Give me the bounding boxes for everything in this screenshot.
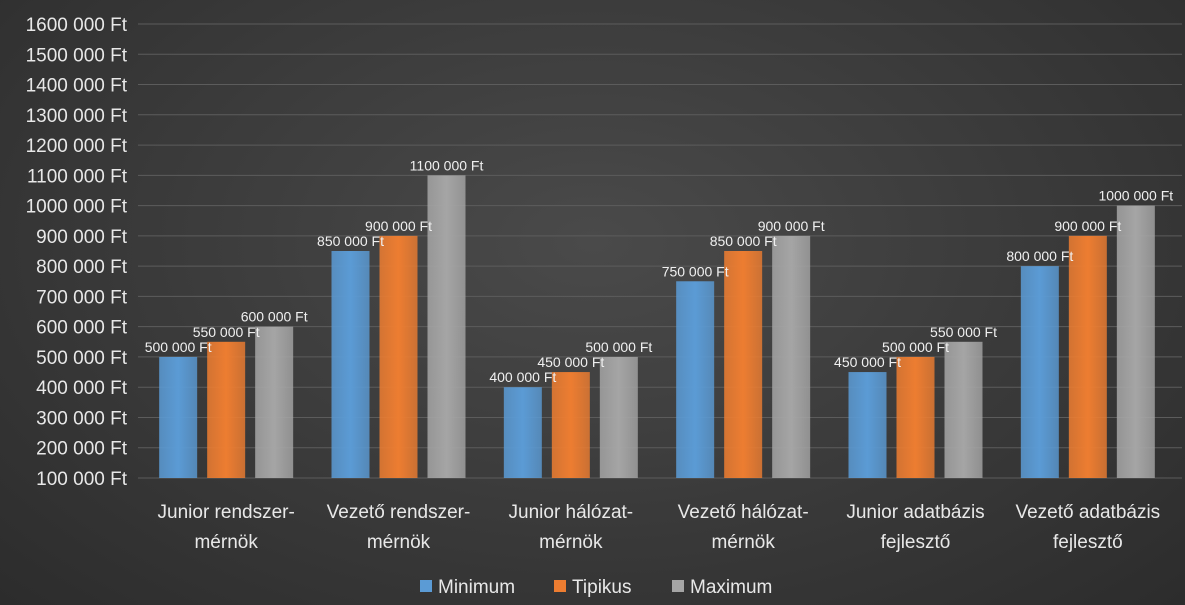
bar-minimum bbox=[1020, 266, 1059, 478]
bar-tipikus bbox=[896, 356, 935, 478]
bar-minimum bbox=[676, 281, 715, 478]
bar-maximum bbox=[599, 356, 638, 478]
data-label: 900 000 Ft bbox=[1054, 218, 1121, 234]
category-label: mérnök bbox=[194, 532, 258, 553]
category-label: Junior rendszer- bbox=[158, 502, 295, 523]
bar-tipikus bbox=[207, 341, 246, 478]
category-label: Vezető rendszer- bbox=[327, 502, 471, 523]
data-label: 750 000 Ft bbox=[662, 263, 729, 279]
y-tick-label: 1300 000 Ft bbox=[26, 106, 128, 127]
data-label: 450 000 Ft bbox=[537, 354, 604, 370]
y-axis-ticks: 100 000 Ft 200 000 Ft 300 000 Ft 400 000 Ft… bbox=[26, 15, 128, 490]
y-tick-label: 1000 000 Ft bbox=[26, 197, 128, 218]
y-tick-label: 900 000 Ft bbox=[36, 227, 128, 248]
category-label: fejlesztő bbox=[881, 532, 951, 553]
legend-swatch-minimum bbox=[420, 580, 432, 592]
data-label: 500 000 Ft bbox=[145, 339, 212, 355]
y-tick-label: 300 000 Ft bbox=[36, 408, 128, 429]
bar-maximum bbox=[772, 235, 811, 478]
legend: Minimum Tipikus Maximum bbox=[420, 577, 772, 598]
data-label: 600 000 Ft bbox=[241, 309, 308, 325]
bar-maximum bbox=[427, 175, 466, 479]
data-label: 800 000 Ft bbox=[1006, 248, 1073, 264]
data-label: 1000 000 Ft bbox=[1098, 188, 1173, 204]
y-tick-label: 200 000 Ft bbox=[36, 439, 128, 460]
y-tick-label: 800 000 Ft bbox=[36, 257, 128, 278]
data-label: 550 000 Ft bbox=[930, 324, 997, 340]
data-label: 850 000 Ft bbox=[710, 233, 777, 249]
bar-tipikus bbox=[551, 372, 590, 478]
y-tick-label: 1100 000 Ft bbox=[27, 166, 128, 187]
category-label: mérnök bbox=[367, 532, 431, 553]
category-label: fejlesztő bbox=[1053, 532, 1123, 553]
bar-minimum bbox=[503, 387, 542, 478]
category-label: Junior hálózat- bbox=[509, 502, 634, 523]
y-tick-label: 1200 000 Ft bbox=[26, 136, 128, 157]
bar-tipikus bbox=[1068, 235, 1107, 478]
y-tick-label: 1500 000 Ft bbox=[26, 45, 128, 66]
bar-tipikus bbox=[724, 251, 763, 478]
y-tick-label: 400 000 Ft bbox=[36, 378, 128, 399]
data-label: 850 000 Ft bbox=[317, 233, 384, 249]
y-tick-label: 600 000 Ft bbox=[36, 318, 128, 339]
data-label: 500 000 Ft bbox=[882, 339, 949, 355]
data-label: 450 000 Ft bbox=[834, 354, 901, 370]
bar-minimum bbox=[331, 251, 370, 478]
gridlines bbox=[138, 23, 1182, 479]
category-label: Vezető hálózat- bbox=[678, 502, 809, 523]
legend-label: Minimum bbox=[438, 577, 515, 598]
data-label: 500 000 Ft bbox=[585, 339, 652, 355]
bar-maximum bbox=[1116, 205, 1155, 478]
category-label: Junior adatbázis bbox=[846, 502, 984, 523]
data-label: 900 000 Ft bbox=[758, 218, 825, 234]
data-label: 900 000 Ft bbox=[365, 218, 432, 234]
data-label: 1100 000 Ft bbox=[410, 157, 484, 173]
y-tick-label: 700 000 Ft bbox=[36, 287, 128, 308]
legend-swatch-maximum bbox=[672, 580, 684, 592]
y-tick-label: 100 000 Ft bbox=[36, 469, 128, 490]
category-label: Vezető adatbázis bbox=[1015, 502, 1160, 523]
bar-maximum bbox=[255, 326, 294, 478]
bar-minimum bbox=[848, 372, 887, 478]
y-tick-label: 1400 000 Ft bbox=[26, 76, 128, 97]
category-label: mérnök bbox=[711, 532, 775, 553]
data-label: 400 000 Ft bbox=[489, 369, 556, 385]
bar-tipikus bbox=[379, 235, 418, 478]
bar-maximum bbox=[944, 341, 983, 478]
bars bbox=[159, 175, 1155, 479]
legend-label: Tipikus bbox=[572, 577, 631, 598]
bar-minimum bbox=[159, 356, 198, 478]
legend-label: Maximum bbox=[690, 577, 772, 598]
data-label: 550 000 Ft bbox=[193, 324, 260, 340]
y-tick-label: 500 000 Ft bbox=[36, 348, 128, 369]
x-axis-categories: Junior rendszer-mérnök Vezető rendszer-mé… bbox=[158, 502, 1161, 553]
legend-swatch-tipikus bbox=[554, 580, 566, 592]
category-label: mérnök bbox=[539, 532, 603, 553]
y-tick-label: 1600 000 Ft bbox=[26, 15, 128, 36]
